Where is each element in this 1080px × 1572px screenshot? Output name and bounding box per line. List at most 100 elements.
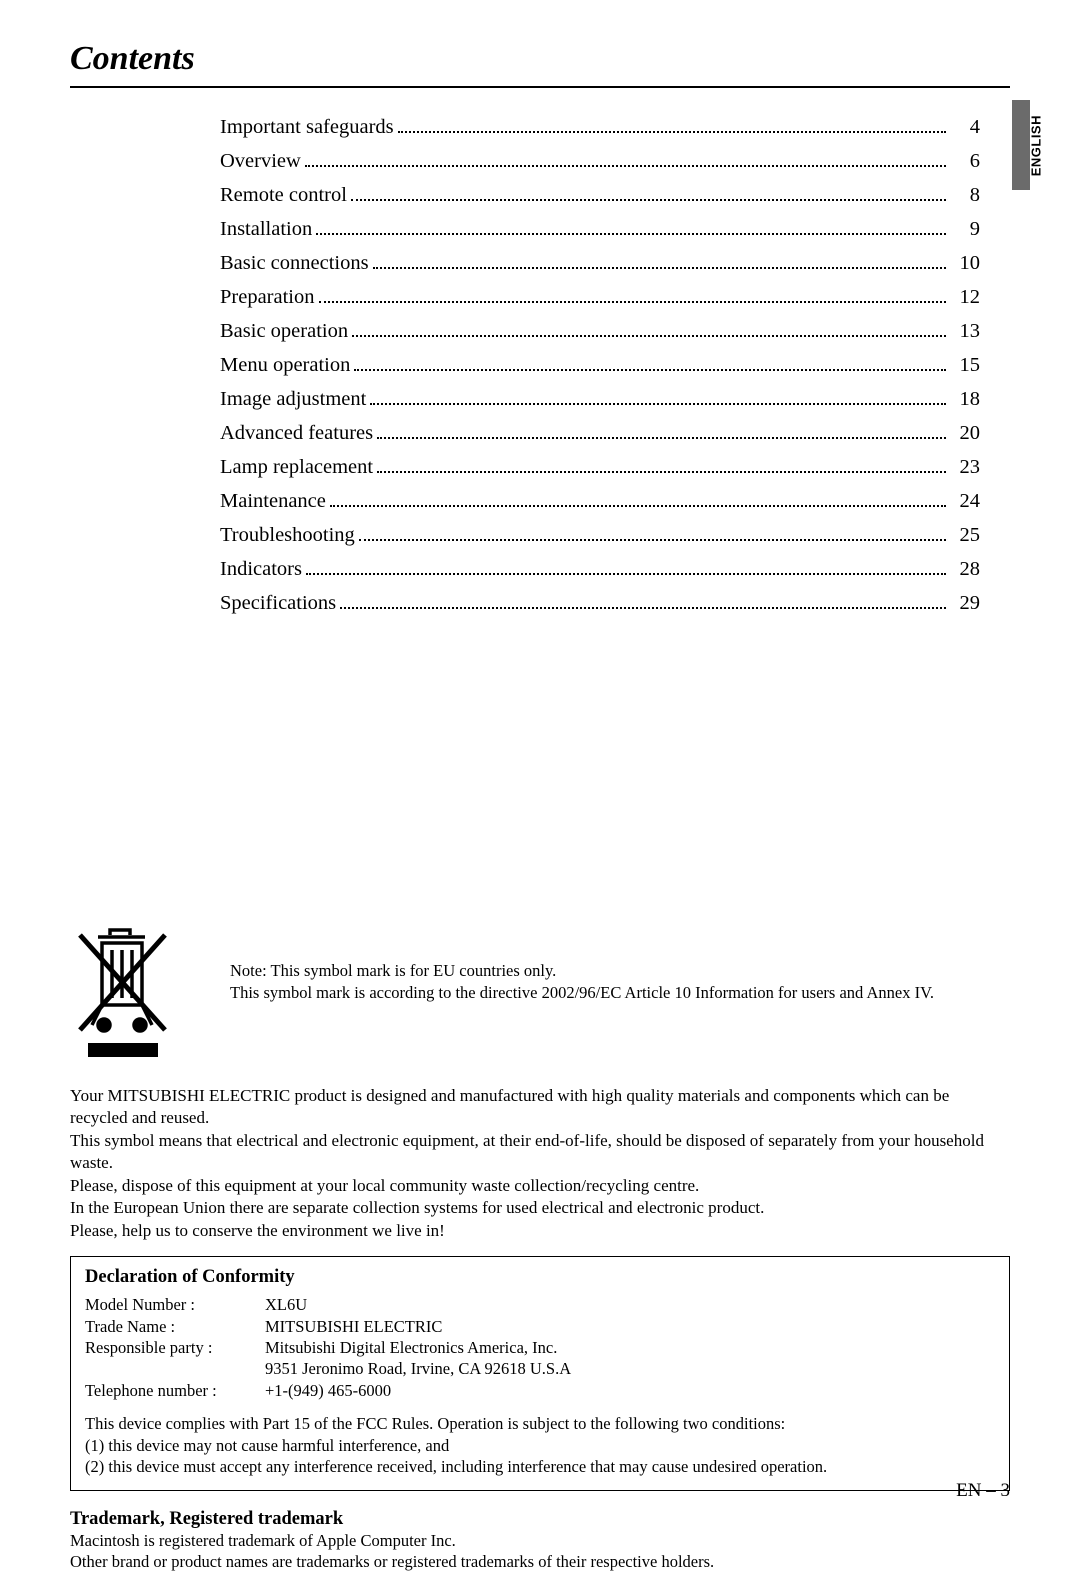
body-paragraph: This symbol means that electrical and el… — [70, 1130, 1010, 1175]
side-language-label: ENGLISH — [1028, 115, 1043, 176]
toc-label: Troubleshooting — [220, 524, 355, 547]
toc-label: Indicators — [220, 558, 302, 581]
doc-key: Telephone number : — [85, 1380, 265, 1401]
toc-dots — [330, 505, 946, 507]
toc-row: Advanced features 20 — [220, 422, 980, 445]
toc-label: Advanced features — [220, 422, 373, 445]
toc-dots — [351, 199, 946, 201]
toc-page: 25 — [952, 524, 980, 547]
weee-note-section: Note: This symbol mark is for EU countri… — [70, 925, 1010, 1065]
toc-label: Basic operation — [220, 320, 348, 343]
doc-row: 9351 Jeronimo Road, Irvine, CA 92618 U.S… — [85, 1358, 995, 1379]
toc-row: Troubleshooting 25 — [220, 524, 980, 547]
toc-dots — [354, 369, 946, 371]
doc-value: MITSUBISHI ELECTRIC — [265, 1316, 995, 1337]
toc-page: 9 — [952, 218, 980, 241]
body-paragraph: Please, help us to conserve the environm… — [70, 1220, 1010, 1242]
toc-page: 23 — [952, 456, 980, 479]
toc-dots — [306, 573, 946, 575]
toc-dots — [359, 539, 946, 541]
weee-bin-icon — [70, 925, 180, 1065]
toc-row: Specifications 29 — [220, 592, 980, 615]
weee-note-text: Note: This symbol mark is for EU countri… — [230, 925, 934, 1005]
doc-key: Model Number : — [85, 1294, 265, 1315]
title-underline — [70, 86, 1010, 88]
toc-page: 28 — [952, 558, 980, 581]
toc-page: 4 — [952, 116, 980, 139]
doc-row: Responsible party : Mitsubishi Digital E… — [85, 1337, 995, 1358]
toc-label: Overview — [220, 150, 301, 173]
toc-page: 18 — [952, 388, 980, 411]
compliance-line: This device complies with Part 15 of the… — [85, 1413, 995, 1434]
trademark-line: Other brand or product names are tradema… — [70, 1551, 1010, 1572]
doc-row: Trade Name : MITSUBISHI ELECTRIC — [85, 1316, 995, 1337]
toc-dots — [319, 301, 947, 303]
trademark-body: Macintosh is registered trademark of App… — [70, 1530, 1010, 1572]
doc-value: XL6U — [265, 1294, 995, 1315]
body-paragraph: Please, dispose of this equipment at you… — [70, 1175, 1010, 1197]
toc-label: Menu operation — [220, 354, 350, 377]
doc-key: Trade Name : — [85, 1316, 265, 1337]
side-tab — [1012, 100, 1030, 190]
toc-dots — [316, 233, 946, 235]
recycling-body: Your MITSUBISHI ELECTRIC product is desi… — [70, 1085, 1010, 1242]
toc-label: Lamp replacement — [220, 456, 373, 479]
trademark-line: Macintosh is registered trademark of App… — [70, 1530, 1010, 1551]
doc-row: Model Number : XL6U — [85, 1294, 995, 1315]
toc-page: 20 — [952, 422, 980, 445]
toc-page: 29 — [952, 592, 980, 615]
toc-page: 12 — [952, 286, 980, 309]
toc-label: Installation — [220, 218, 312, 241]
toc-page: 8 — [952, 184, 980, 207]
toc-label: Preparation — [220, 286, 315, 309]
toc-page: 10 — [952, 252, 980, 275]
toc-label: Image adjustment — [220, 388, 366, 411]
doc-value: Mitsubishi Digital Electronics America, … — [265, 1337, 995, 1358]
doc-value: 9351 Jeronimo Road, Irvine, CA 92618 U.S… — [265, 1358, 995, 1379]
toc-row: Maintenance 24 — [220, 490, 980, 513]
note-line: Note: This symbol mark is for EU countri… — [230, 960, 934, 982]
toc-row: Overview 6 — [220, 150, 980, 173]
doc-key: Responsible party : — [85, 1337, 265, 1358]
toc-row: Basic connections 10 — [220, 252, 980, 275]
body-paragraph: In the European Union there are separate… — [70, 1197, 1010, 1219]
toc-label: Maintenance — [220, 490, 326, 513]
toc-row: Image adjustment 18 — [220, 388, 980, 411]
table-of-contents: Important safeguards 4 Overview 6 Remote… — [220, 116, 980, 615]
page-title: Contents — [70, 40, 1010, 78]
toc-row: Indicators 28 — [220, 558, 980, 581]
toc-label: Basic connections — [220, 252, 369, 275]
compliance-line: (2) this device must accept any interfer… — [85, 1456, 995, 1477]
toc-row: Preparation 12 — [220, 286, 980, 309]
toc-dots — [398, 131, 946, 133]
doc-key — [85, 1358, 265, 1379]
toc-dots — [377, 471, 946, 473]
fcc-compliance: This device complies with Part 15 of the… — [85, 1413, 995, 1477]
body-paragraph: Your MITSUBISHI ELECTRIC product is desi… — [70, 1085, 1010, 1130]
toc-page: 24 — [952, 490, 980, 513]
toc-dots — [305, 165, 946, 167]
toc-dots — [370, 403, 946, 405]
toc-row: Menu operation 15 — [220, 354, 980, 377]
toc-page: 15 — [952, 354, 980, 377]
toc-label: Important safeguards — [220, 116, 394, 139]
toc-row: Installation 9 — [220, 218, 980, 241]
toc-row: Lamp replacement 23 — [220, 456, 980, 479]
toc-page: 6 — [952, 150, 980, 173]
doc-row: Telephone number : +1-(949) 465-6000 — [85, 1380, 995, 1401]
doc-title: Declaration of Conformity — [85, 1267, 995, 1288]
toc-label: Specifications — [220, 592, 336, 615]
toc-page: 13 — [952, 320, 980, 343]
compliance-line: (1) this device may not cause harmful in… — [85, 1435, 995, 1456]
page-number: EN – 3 — [956, 1480, 1010, 1502]
note-line: This symbol mark is according to the dir… — [230, 982, 934, 1004]
toc-dots — [373, 267, 946, 269]
toc-row: Basic operation 13 — [220, 320, 980, 343]
toc-row: Remote control 8 — [220, 184, 980, 207]
toc-dots — [352, 335, 946, 337]
toc-label: Remote control — [220, 184, 347, 207]
declaration-of-conformity: Declaration of Conformity Model Number :… — [70, 1256, 1010, 1491]
toc-row: Important safeguards 4 — [220, 116, 980, 139]
doc-value: +1-(949) 465-6000 — [265, 1380, 995, 1401]
toc-dots — [377, 437, 946, 439]
